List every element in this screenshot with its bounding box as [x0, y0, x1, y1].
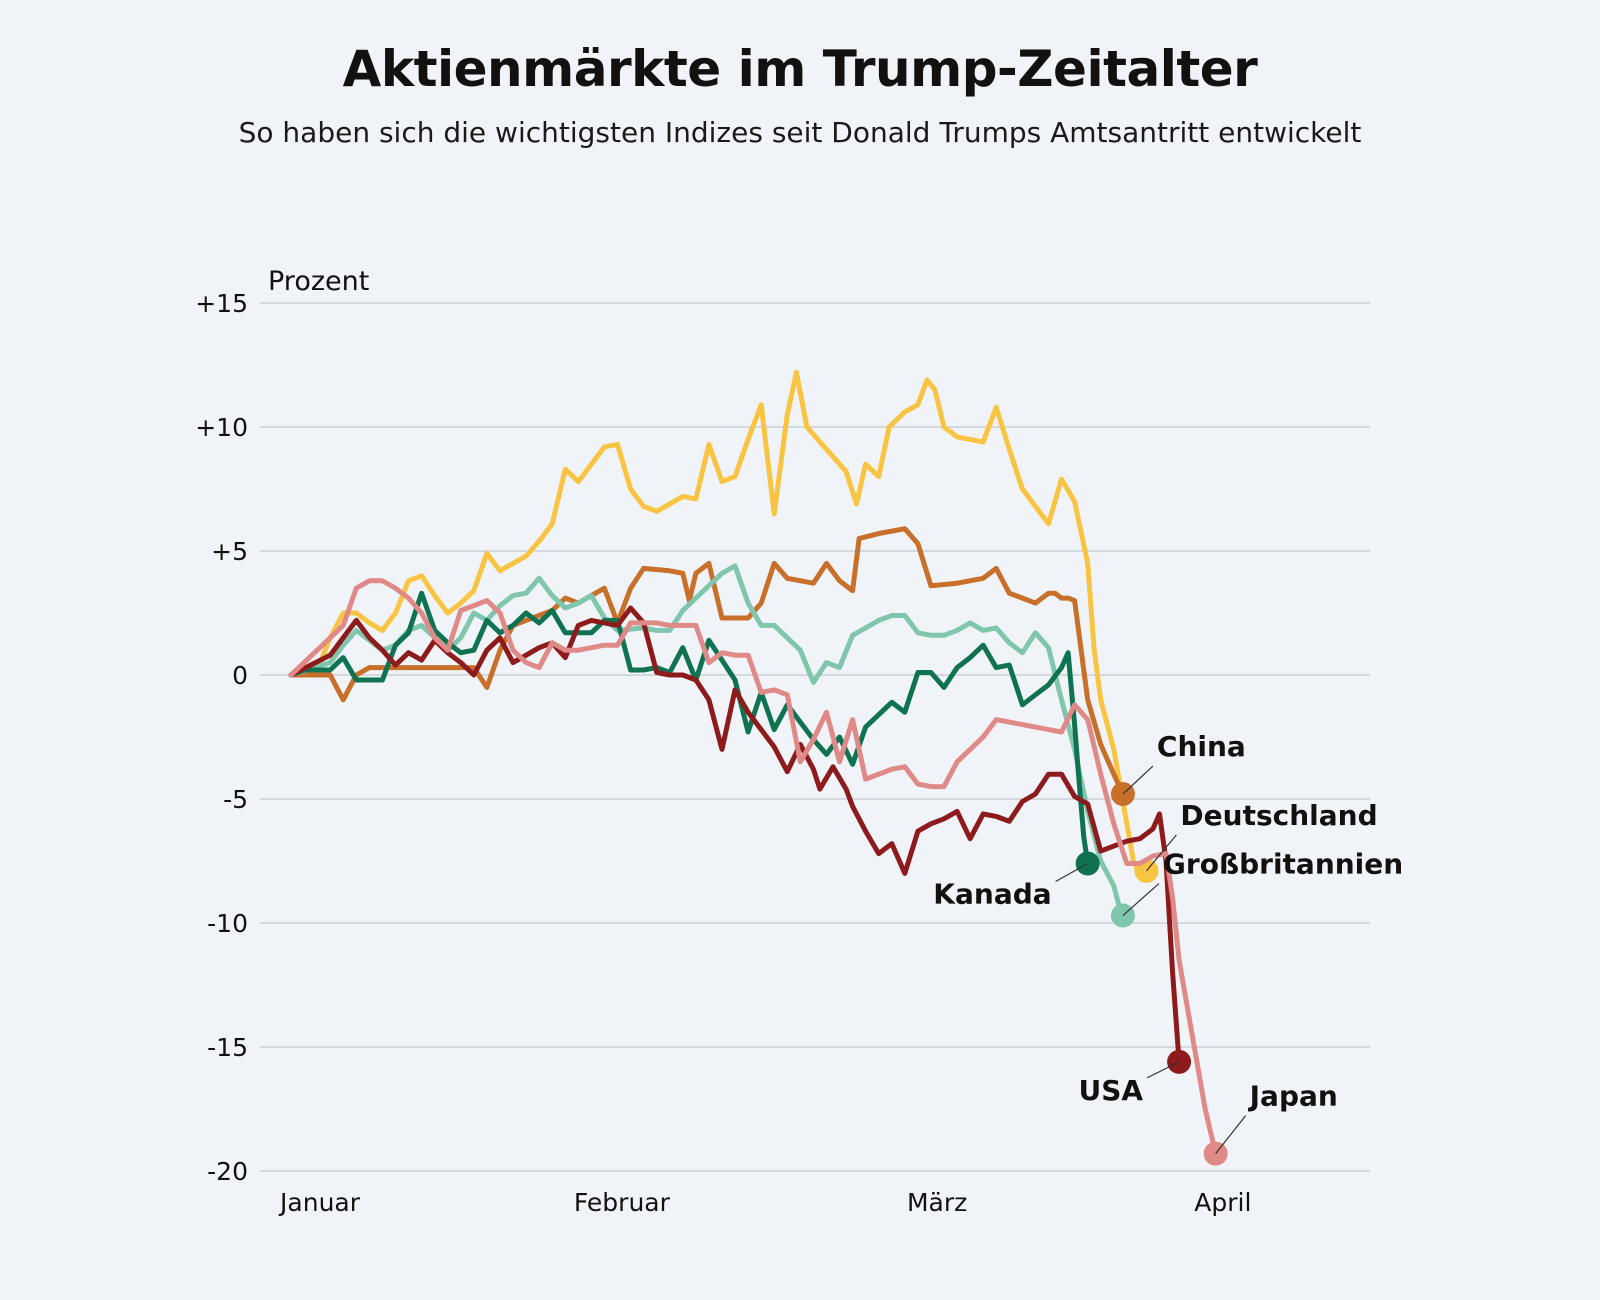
series-label-großbritannien: Großbritannien	[1163, 848, 1403, 881]
y-tick-label: -15	[207, 1033, 248, 1062]
y-tick-label: +5	[211, 537, 248, 566]
series-label-deutschland: Deutschland	[1180, 799, 1377, 832]
y-axis-label: Prozent	[268, 266, 369, 297]
x-axis-ticks: Januar Februar März April	[278, 1188, 1251, 1217]
chart-title: Aktienmärkte im Trump-Zeitalter	[342, 40, 1258, 98]
series-label-japan: Japan	[1248, 1080, 1338, 1113]
y-axis-ticks: +15 +10 +5 0 -5 -10 -15 -20 Prozent	[195, 266, 369, 1186]
series-label-kanada: Kanada	[933, 877, 1051, 910]
leader-line	[1215, 1115, 1247, 1155]
gridlines	[260, 302, 1370, 1172]
series-line-kanada	[288, 590, 1091, 866]
end-labels: China Deutschland Großbritannien Kanada USA J…	[933, 730, 1403, 1155]
leader-line	[1055, 862, 1088, 883]
x-tick-label: Januar	[278, 1188, 361, 1217]
series-line-usa	[288, 605, 1182, 1065]
chart-subtitle: So haben sich die wichtigsten Indizes se…	[238, 116, 1362, 149]
y-tick-label: +15	[195, 289, 248, 318]
y-tick-label: 0	[232, 661, 248, 690]
y-tick-label: -5	[223, 785, 248, 814]
leader-line	[1122, 765, 1154, 795]
series-line-japan	[288, 578, 1219, 1157]
x-tick-label: April	[1194, 1188, 1251, 1217]
x-tick-label: Februar	[574, 1188, 671, 1217]
series-label-usa: USA	[1079, 1074, 1144, 1107]
y-tick-label: -20	[207, 1157, 248, 1186]
y-tick-label: +10	[195, 413, 248, 442]
series-lines	[288, 369, 1228, 1166]
leader-line	[1145, 834, 1177, 872]
leader-line	[1122, 883, 1160, 917]
series-line-deutschland	[288, 369, 1149, 876]
x-tick-label: März	[907, 1188, 967, 1217]
y-tick-label: -10	[207, 909, 248, 938]
leader-line	[1146, 1061, 1180, 1079]
series-label-china: China	[1157, 730, 1246, 763]
